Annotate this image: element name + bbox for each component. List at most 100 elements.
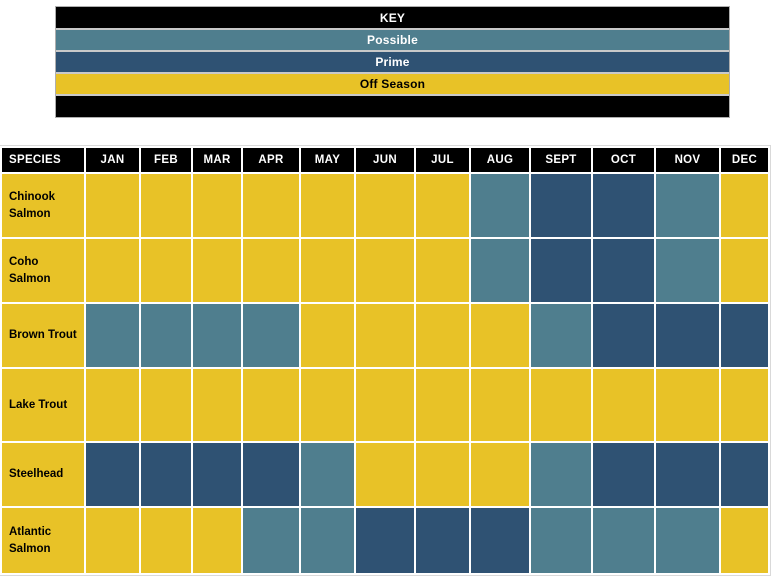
season-cell-sept — [531, 174, 591, 237]
season-cell-feb — [141, 239, 191, 302]
season-cell-mar — [193, 443, 241, 506]
season-cell-dec — [721, 174, 768, 237]
season-cell-jul — [416, 508, 469, 573]
season-cell-dec — [721, 443, 768, 506]
legend-key-table: KEY Possible Prime Off Season — [55, 6, 730, 118]
species-label: Brown Trout — [2, 304, 84, 367]
column-header-dec: DEC — [721, 148, 768, 172]
season-cell-jul — [416, 304, 469, 367]
season-cell-may — [301, 304, 354, 367]
key-entry-prime: Prime — [56, 52, 729, 72]
season-cell-dec — [721, 508, 768, 573]
table-row: Lake Trout — [2, 369, 768, 441]
species-label: Atlantic Salmon — [2, 508, 84, 573]
season-cell-aug — [471, 304, 529, 367]
season-cell-jun — [356, 369, 414, 441]
table-row: Brown Trout — [2, 304, 768, 367]
season-cell-apr — [243, 508, 299, 573]
season-cell-apr — [243, 174, 299, 237]
season-cell-sept — [531, 508, 591, 573]
season-cell-jan — [86, 443, 139, 506]
season-cell-mar — [193, 174, 241, 237]
season-cell-mar — [193, 304, 241, 367]
season-cell-nov — [656, 443, 719, 506]
season-cell-jun — [356, 508, 414, 573]
season-cell-may — [301, 239, 354, 302]
species-label: Coho Salmon — [2, 239, 84, 302]
season-cell-dec — [721, 304, 768, 367]
table-row: Atlantic Salmon — [2, 508, 768, 573]
season-cell-feb — [141, 174, 191, 237]
column-header-mar: MAR — [193, 148, 241, 172]
column-header-apr: APR — [243, 148, 299, 172]
season-cell-dec — [721, 239, 768, 302]
species-label: Steelhead — [2, 443, 84, 506]
key-footer-bar — [56, 96, 729, 117]
column-header-jul: JUL — [416, 148, 469, 172]
column-header-aug: AUG — [471, 148, 529, 172]
season-cell-aug — [471, 369, 529, 441]
season-cell-nov — [656, 369, 719, 441]
season-cell-dec — [721, 369, 768, 441]
table-row: Coho Salmon — [2, 239, 768, 302]
season-cell-jan — [86, 174, 139, 237]
column-header-nov: NOV — [656, 148, 719, 172]
season-cell-aug — [471, 443, 529, 506]
season-cell-jan — [86, 508, 139, 573]
column-header-oct: OCT — [593, 148, 654, 172]
season-cell-jun — [356, 304, 414, 367]
column-header-jun: JUN — [356, 148, 414, 172]
species-label: Chinook Salmon — [2, 174, 84, 237]
season-cell-oct — [593, 174, 654, 237]
season-cell-jul — [416, 239, 469, 302]
season-cell-jul — [416, 443, 469, 506]
season-cell-sept — [531, 304, 591, 367]
season-cell-may — [301, 174, 354, 237]
season-cell-sept — [531, 239, 591, 302]
season-cell-oct — [593, 443, 654, 506]
season-cell-oct — [593, 508, 654, 573]
season-cell-may — [301, 508, 354, 573]
season-cell-feb — [141, 443, 191, 506]
season-cell-nov — [656, 239, 719, 302]
season-cell-apr — [243, 239, 299, 302]
table-row: Chinook Salmon — [2, 174, 768, 237]
table-header-row: SPECIES JAN FEB MAR APR MAY JUN JUL AUG SEPT OCT NO… — [2, 148, 768, 172]
season-cell-mar — [193, 369, 241, 441]
season-cell-jun — [356, 174, 414, 237]
season-cell-sept — [531, 369, 591, 441]
key-entry-possible: Possible — [56, 30, 729, 50]
season-cell-oct — [593, 369, 654, 441]
column-header-jan: JAN — [86, 148, 139, 172]
table-row: Steelhead — [2, 443, 768, 506]
season-cell-aug — [471, 239, 529, 302]
season-cell-apr — [243, 304, 299, 367]
season-cell-apr — [243, 443, 299, 506]
column-header-sept: SEPT — [531, 148, 591, 172]
season-cell-jun — [356, 443, 414, 506]
season-cell-sept — [531, 443, 591, 506]
season-cell-aug — [471, 508, 529, 573]
season-table: SPECIES JAN FEB MAR APR MAY JUN JUL AUG SEPT OCT NO… — [0, 145, 771, 576]
column-header-may: MAY — [301, 148, 354, 172]
season-cell-jun — [356, 239, 414, 302]
season-cell-oct — [593, 304, 654, 367]
season-cell-apr — [243, 369, 299, 441]
season-cell-feb — [141, 304, 191, 367]
season-cell-may — [301, 443, 354, 506]
season-cell-jan — [86, 239, 139, 302]
key-entry-off: Off Season — [56, 74, 729, 94]
column-header-feb: FEB — [141, 148, 191, 172]
season-cell-aug — [471, 174, 529, 237]
season-cell-jan — [86, 304, 139, 367]
season-cell-may — [301, 369, 354, 441]
season-cell-feb — [141, 508, 191, 573]
season-cell-mar — [193, 508, 241, 573]
season-cell-oct — [593, 239, 654, 302]
season-cell-jan — [86, 369, 139, 441]
season-cell-mar — [193, 239, 241, 302]
season-cell-nov — [656, 508, 719, 573]
key-title: KEY — [56, 7, 729, 28]
season-cell-nov — [656, 304, 719, 367]
